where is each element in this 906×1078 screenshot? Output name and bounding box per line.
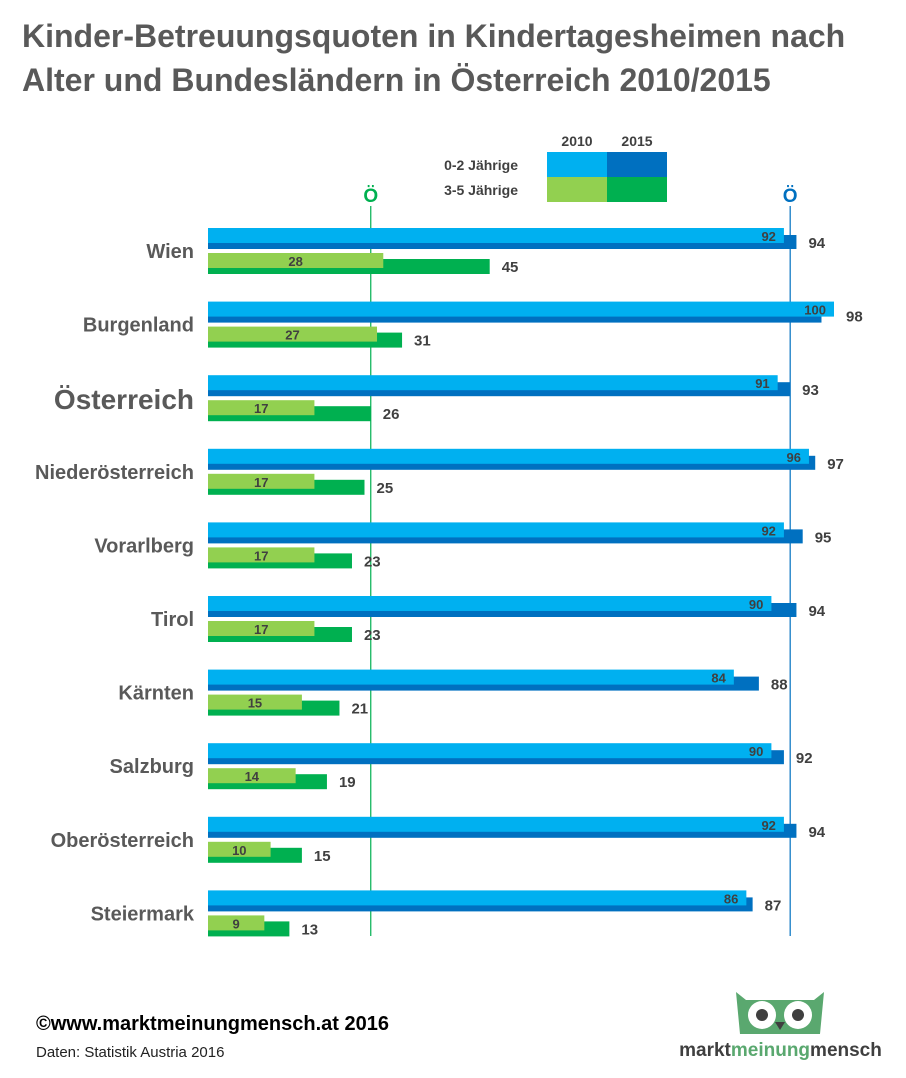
bar xyxy=(208,228,784,243)
data-label: 98 xyxy=(846,309,863,326)
reference-line-label: Ö xyxy=(363,186,378,207)
legend-year-2010: 2010 xyxy=(561,133,592,149)
data-label: 94 xyxy=(808,235,825,252)
data-label: 90 xyxy=(749,744,763,759)
copyright-text: ©www.marktmeinungmensch.at 2016 xyxy=(36,1013,389,1035)
source-text: Daten: Statistik Austria 2016 xyxy=(36,1044,225,1061)
logo-part-meinung: meinung xyxy=(730,1040,811,1061)
category-label: Niederösterreich xyxy=(35,462,194,484)
data-label: 23 xyxy=(364,627,381,644)
data-label: 87 xyxy=(765,897,782,914)
data-label: 17 xyxy=(254,401,268,416)
data-label: 26 xyxy=(383,406,400,423)
data-label: 92 xyxy=(761,818,775,833)
category-label: Vorarlberg xyxy=(94,535,194,557)
data-label: 15 xyxy=(314,848,331,865)
data-label: 13 xyxy=(301,921,318,938)
data-label: 45 xyxy=(502,259,519,276)
data-label: 21 xyxy=(351,701,368,718)
data-label: 19 xyxy=(339,774,356,791)
bar xyxy=(208,694,302,710)
data-label: 93 xyxy=(802,382,819,399)
legend-swatch xyxy=(607,177,667,202)
bar xyxy=(208,400,315,416)
bar xyxy=(208,375,778,391)
category-label: Wien xyxy=(146,241,194,263)
bars: 92 94 28 45 100 98 27 31 91 93 17 26 96 97 17 25 92 95 17 2… xyxy=(208,228,863,938)
bar xyxy=(208,915,265,931)
data-label: 92 xyxy=(761,229,775,244)
legend-swatch xyxy=(547,177,607,202)
bar xyxy=(208,301,834,317)
legend-swatch xyxy=(547,152,607,177)
bar xyxy=(208,841,271,857)
data-label: 88 xyxy=(771,677,788,694)
category-label: Österreich xyxy=(54,384,194,415)
legend-swatch xyxy=(607,152,667,177)
data-label: 14 xyxy=(245,769,260,784)
chart-title: Kinder-Betreuungsquoten in Kindertageshe… xyxy=(22,18,846,98)
category-label: Burgenland xyxy=(83,315,194,337)
bar xyxy=(208,522,784,538)
data-label: 28 xyxy=(288,254,302,269)
legend-year-2015: 2015 xyxy=(621,133,652,149)
category-label: Salzburg xyxy=(110,756,194,778)
bar xyxy=(208,669,734,685)
legend-row-label: 3-5 Jährige xyxy=(444,182,518,198)
bar xyxy=(208,890,747,906)
legend: 2010 2015 0-2 Jährige 3-5 Jährige xyxy=(444,133,667,202)
category-label: Kärnten xyxy=(118,683,194,705)
brand-logo: marktmeinungmensch xyxy=(668,988,893,1068)
category-label: Oberösterreich xyxy=(51,830,194,852)
data-label: 10 xyxy=(232,843,246,858)
bar xyxy=(208,326,378,342)
data-label: 90 xyxy=(749,597,763,612)
bar xyxy=(208,448,809,464)
data-label: 96 xyxy=(786,450,800,465)
data-label: 97 xyxy=(827,456,844,473)
bar xyxy=(208,768,296,784)
data-label: 17 xyxy=(254,622,268,637)
bar xyxy=(208,816,784,832)
data-label: 25 xyxy=(377,480,394,497)
data-label: 100 xyxy=(804,303,826,318)
bar xyxy=(208,743,772,759)
owl-icon xyxy=(736,992,824,1034)
data-label: 17 xyxy=(254,475,268,490)
data-label: 91 xyxy=(755,376,769,391)
category-labels: Wien Burgenland Österreich Niederösterreich… xyxy=(35,241,195,925)
logo-part-mensch: mensch xyxy=(810,1040,882,1061)
data-label: 17 xyxy=(254,548,268,563)
data-label: 9 xyxy=(233,916,240,931)
bar xyxy=(208,473,315,489)
logo-wordmark: marktmeinungmensch xyxy=(668,1040,893,1062)
data-label: 86 xyxy=(724,891,738,906)
bar-chart: 2010 2015 0-2 Jährige 3-5 Jährige Ö Ö Wien Bu… xyxy=(35,133,863,938)
category-label: Tirol xyxy=(151,609,194,631)
data-label: 92 xyxy=(761,523,775,538)
data-label: 94 xyxy=(808,603,825,620)
bar xyxy=(208,547,315,563)
data-label: 94 xyxy=(808,824,825,841)
bar xyxy=(208,596,772,611)
data-label: 27 xyxy=(285,328,299,343)
category-label: Steiermark xyxy=(91,903,195,925)
data-label: 95 xyxy=(815,529,832,546)
data-label: 15 xyxy=(248,696,262,711)
data-label: 23 xyxy=(364,553,381,570)
data-label: 84 xyxy=(711,671,726,686)
logo-part-markt: markt xyxy=(679,1040,731,1061)
data-label: 31 xyxy=(414,333,431,350)
data-label: 92 xyxy=(796,750,813,767)
bar xyxy=(208,621,315,636)
reference-line-label: Ö xyxy=(783,186,798,207)
bar xyxy=(208,253,384,268)
legend-row-label: 0-2 Jährige xyxy=(444,157,518,173)
